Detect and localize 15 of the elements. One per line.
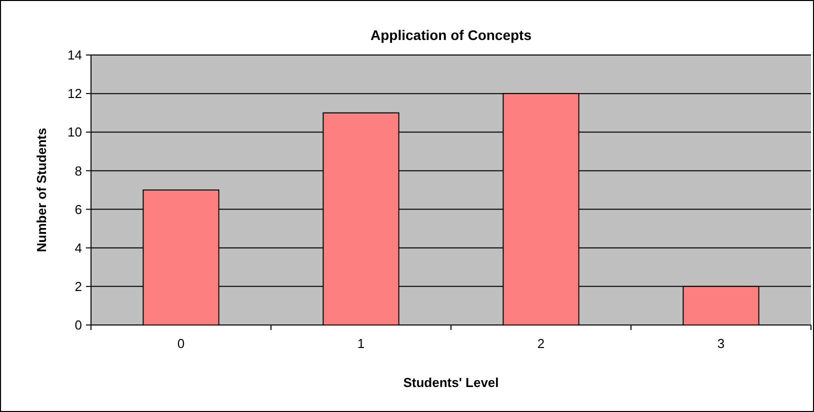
y-tick-label: 0 xyxy=(74,318,82,333)
y-tick-label: 10 xyxy=(68,124,82,140)
y-tick-label: 12 xyxy=(68,86,82,102)
y-tick-label: 8 xyxy=(74,163,82,178)
y-tick-label: 6 xyxy=(74,202,82,217)
chart-title: Application of Concepts xyxy=(370,27,532,43)
x-tick-label: 0 xyxy=(177,336,185,351)
x-axis-title: Students' Level xyxy=(403,375,499,390)
y-axis-title: Number of Students xyxy=(34,128,49,252)
y-tick-label: 2 xyxy=(74,278,82,294)
x-tick-label: 1 xyxy=(357,336,365,351)
x-tick-label: 2 xyxy=(537,336,545,351)
y-tick-label: 14 xyxy=(68,48,82,63)
y-tick-label: 4 xyxy=(74,240,82,256)
x-tick-label: 3 xyxy=(717,336,725,351)
